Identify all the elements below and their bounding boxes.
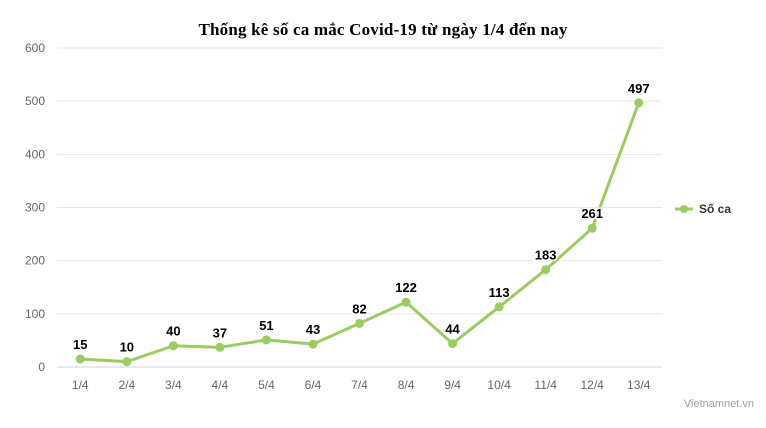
data-point[interactable] <box>587 223 597 233</box>
data-point[interactable] <box>448 339 458 349</box>
data-label: 10 <box>120 340 134 355</box>
data-point[interactable] <box>634 98 644 108</box>
y-tick-label: 300 <box>25 201 45 215</box>
data-point[interactable] <box>494 302 504 312</box>
data-label: 113 <box>489 285 510 300</box>
y-tick-label: 400 <box>25 147 45 161</box>
data-point[interactable] <box>355 318 364 328</box>
data-label: 44 <box>445 322 460 337</box>
data-point[interactable] <box>168 341 178 351</box>
watermark: Vietnamnet.vn <box>683 398 754 410</box>
x-tick-label: 3/4 <box>165 378 182 392</box>
x-tick-label: 8/4 <box>398 378 415 392</box>
data-point[interactable] <box>308 339 318 349</box>
data-label: 261 <box>581 206 603 221</box>
data-point[interactable] <box>541 265 551 275</box>
data-label: 43 <box>306 322 320 337</box>
x-tick-label: 11/4 <box>534 378 557 392</box>
x-tick-label: 9/4 <box>444 378 461 392</box>
data-label: 122 <box>395 280 417 295</box>
x-tick-label: 6/4 <box>305 378 322 392</box>
legend-series-label: Số ca <box>699 202 732 216</box>
data-point[interactable] <box>75 354 85 364</box>
data-label: 82 <box>352 301 366 316</box>
data-point[interactable] <box>122 357 132 367</box>
data-point[interactable] <box>261 335 271 345</box>
x-tick-label: 4/4 <box>212 378 229 392</box>
y-tick-label: 0 <box>38 360 45 374</box>
x-tick-label: 12/4 <box>581 378 605 392</box>
data-label: 183 <box>535 248 557 263</box>
data-label: 15 <box>73 337 87 352</box>
chart-title: Thống kê số ca mắc Covid-19 từ ngày 1/4 … <box>198 20 568 39</box>
data-label: 40 <box>166 324 180 339</box>
y-tick-label: 200 <box>25 254 45 268</box>
data-label: 37 <box>213 325 227 340</box>
x-tick-label: 7/4 <box>351 378 368 392</box>
y-tick-label: 100 <box>25 307 45 321</box>
x-tick-label: 13/4 <box>627 378 651 392</box>
data-point[interactable] <box>401 297 411 307</box>
data-label: 497 <box>628 81 650 96</box>
data-label: 51 <box>259 318 273 333</box>
x-tick-label: 10/4 <box>487 378 511 392</box>
x-tick-label: 2/4 <box>118 378 135 392</box>
x-tick-label: 1/4 <box>72 378 89 392</box>
data-point[interactable] <box>215 342 225 352</box>
legend-item-so-ca[interactable]: Số ca <box>674 202 731 216</box>
y-tick-label: 600 <box>25 41 45 55</box>
x-tick-label: 5/4 <box>258 378 275 392</box>
legend-series-marker-icon <box>675 205 693 213</box>
y-tick-label: 500 <box>25 94 45 108</box>
